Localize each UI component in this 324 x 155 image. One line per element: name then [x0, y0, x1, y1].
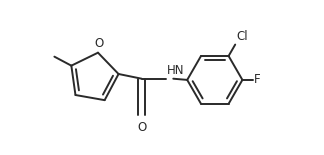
Text: O: O: [137, 121, 146, 134]
Text: Cl: Cl: [236, 30, 248, 43]
Text: HN: HN: [167, 64, 184, 77]
Text: O: O: [95, 37, 104, 50]
Text: F: F: [254, 73, 261, 86]
